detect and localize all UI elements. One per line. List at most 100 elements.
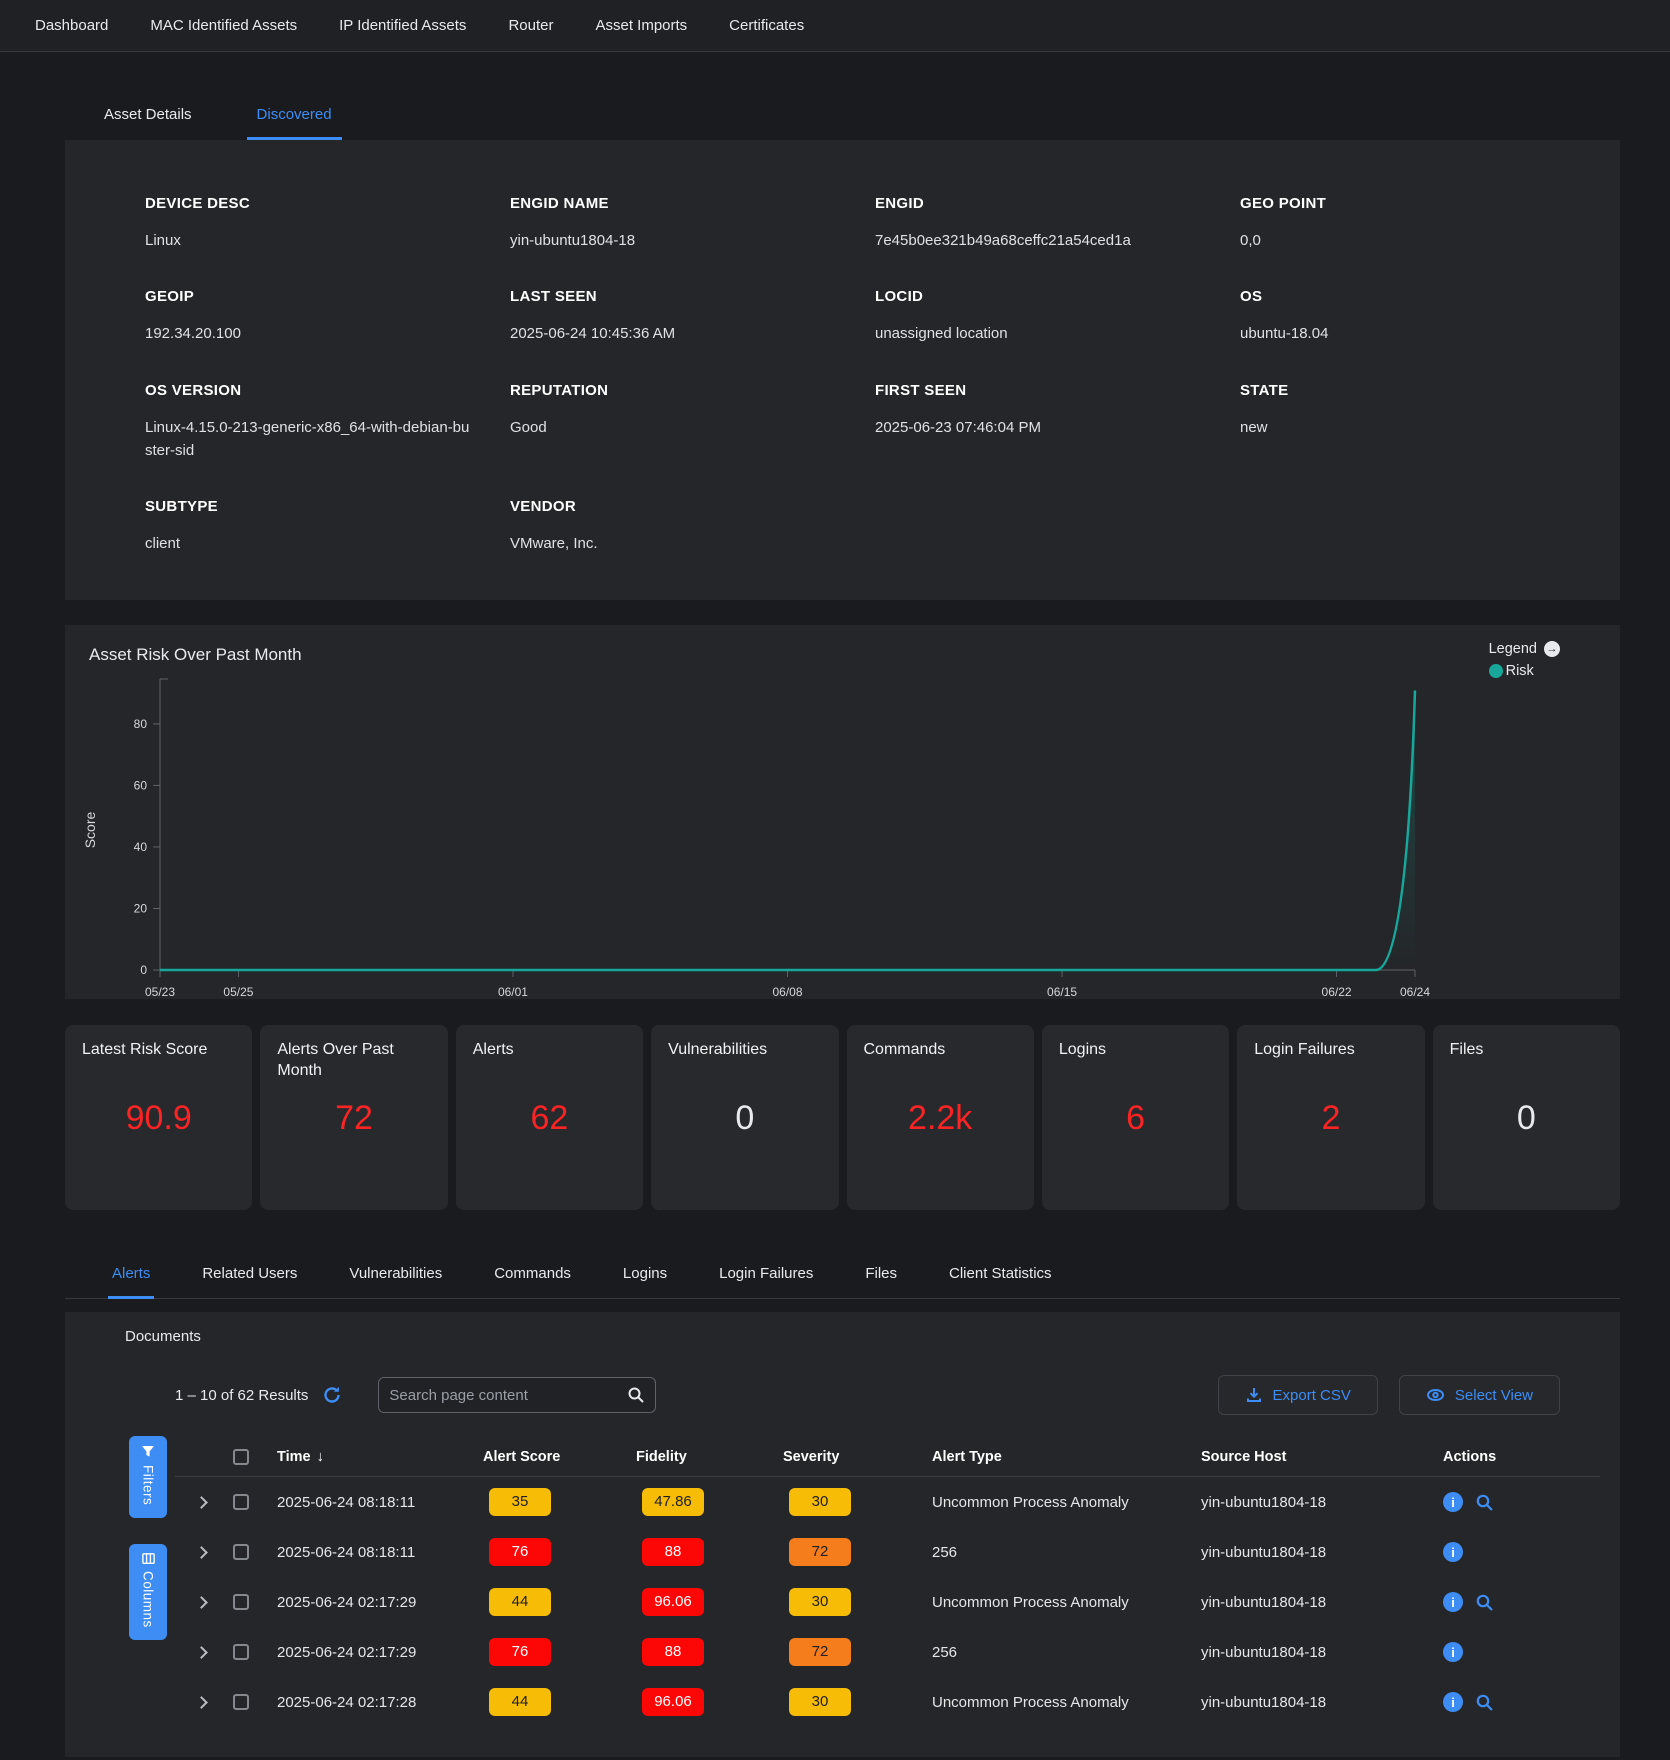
row-expand-chevron[interactable]: [195, 1695, 208, 1709]
svg-text:40: 40: [134, 840, 148, 854]
export-csv-button[interactable]: Export CSV: [1217, 1375, 1378, 1416]
header-alert-type[interactable]: Alert Type: [932, 1448, 1002, 1465]
nav-item[interactable]: Certificates: [729, 17, 805, 34]
field-value: ubuntu-18.04: [1240, 325, 1329, 343]
cell-alert-type: 256: [932, 1543, 958, 1561]
info-icon[interactable]: [1443, 1592, 1463, 1613]
stat-card-value: 2: [1321, 1099, 1341, 1138]
documents-panel: Documents 1 – 10 of 62 Results Export CS…: [65, 1312, 1620, 1758]
row-search-icon[interactable]: [1475, 1693, 1494, 1712]
row-search-icon[interactable]: [1475, 1593, 1494, 1612]
cell-alert-score: 44: [483, 1588, 636, 1617]
row-checkbox[interactable]: [233, 1544, 249, 1561]
refresh-icon[interactable]: [322, 1385, 342, 1405]
cell-alert-score: 76: [483, 1638, 636, 1667]
field-label: OS: [1240, 288, 1263, 306]
section-tab[interactable]: Login Failures: [719, 1265, 814, 1283]
legend-toggle[interactable]: Legend: [1488, 641, 1560, 658]
stat-card-value: 90.9: [125, 1099, 192, 1138]
header-severity[interactable]: Severity: [783, 1448, 840, 1465]
cell-fidelity: 96.06: [636, 1688, 783, 1717]
field-label: STATE: [1240, 381, 1289, 399]
asset-field: OS ubuntu-18.04: [1240, 288, 1575, 345]
select-view-button[interactable]: Select View: [1398, 1375, 1560, 1416]
row-expand-chevron[interactable]: [195, 1545, 208, 1559]
legend-item-risk[interactable]: Risk: [1488, 663, 1560, 679]
cell-actions: [1443, 1542, 1600, 1563]
svg-text:Score: Score: [82, 812, 98, 849]
cell-time: 2025-06-24 08:18:11: [277, 1493, 416, 1511]
field-value: Linux-4.15.0-213-generic-x86_64-with-deb…: [145, 418, 470, 459]
nav-item[interactable]: IP Identified Assets: [339, 17, 467, 34]
alert-score-badge: 44: [489, 1688, 551, 1717]
section-tab[interactable]: Vulnerabilities: [349, 1265, 443, 1283]
section-tab[interactable]: Related Users: [202, 1265, 298, 1283]
field-value: VMware, Inc.: [510, 535, 598, 552]
info-icon[interactable]: [1443, 1492, 1463, 1513]
search-icon[interactable]: [627, 1386, 645, 1404]
table-side-buttons: Filters Columns: [129, 1436, 167, 1641]
row-checkbox[interactable]: [233, 1594, 249, 1611]
legend-title: Legend: [1488, 641, 1537, 658]
nav-item[interactable]: Dashboard: [35, 17, 109, 34]
filters-button[interactable]: Filters: [129, 1436, 167, 1519]
search-input[interactable]: [389, 1386, 628, 1404]
info-icon[interactable]: [1443, 1692, 1463, 1713]
field-label: ENGID: [875, 195, 925, 212]
svg-text:0: 0: [140, 963, 147, 977]
stat-card-value: 0: [1516, 1099, 1536, 1138]
cell-source-host: yin-ubuntu1804-18: [1201, 1543, 1327, 1561]
cell-actions: [1443, 1592, 1600, 1613]
subtab[interactable]: Discovered: [246, 106, 342, 140]
cell-time: 2025-06-24 02:17:29: [277, 1593, 417, 1611]
page-search: [378, 1377, 657, 1414]
field-value: 2025-06-23 07:46:04 PM: [875, 418, 1041, 436]
section-tab[interactable]: Logins: [622, 1265, 668, 1283]
field-label: DEVICE DESC: [145, 195, 250, 212]
field-label: LAST SEEN: [510, 288, 597, 306]
info-icon[interactable]: [1443, 1642, 1463, 1663]
nav-item[interactable]: MAC Identified Assets: [150, 17, 298, 34]
table-row: 2025-06-24 02:17:28 44 96.06 30 Uncommon…: [175, 1677, 1600, 1727]
header-fidelity[interactable]: Fidelity: [636, 1448, 687, 1465]
field-label: FIRST SEEN: [875, 381, 967, 399]
select-all-checkbox[interactable]: [233, 1448, 249, 1465]
cell-alert-type: Uncommon Process Anomaly: [932, 1493, 1129, 1511]
table-row: 2025-06-24 02:17:29 76 88 72 256 yin-ubu…: [175, 1627, 1600, 1677]
svg-text:60: 60: [134, 779, 148, 793]
section-tab[interactable]: Files: [865, 1265, 898, 1283]
severity-badge: 30: [789, 1588, 851, 1617]
header-source-host[interactable]: Source Host: [1201, 1448, 1287, 1465]
fidelity-badge: 96.06: [642, 1588, 704, 1617]
stat-card-label: Commands: [863, 1041, 946, 1059]
row-checkbox[interactable]: [233, 1494, 249, 1511]
section-tab[interactable]: Client Statistics: [949, 1265, 1052, 1283]
header-time[interactable]: Time: [277, 1449, 483, 1465]
cell-actions: [1443, 1492, 1600, 1513]
nav-item[interactable]: Router: [508, 17, 554, 34]
asset-field: SUBTYPE client: [145, 498, 480, 555]
section-tab[interactable]: Alerts: [108, 1255, 155, 1300]
subtab[interactable]: Asset Details: [104, 106, 192, 123]
row-checkbox[interactable]: [233, 1694, 249, 1711]
row-expand-chevron[interactable]: [195, 1495, 208, 1509]
nav-item[interactable]: Asset Imports: [595, 17, 688, 34]
row-search-icon[interactable]: [1475, 1493, 1494, 1512]
section-tabs: Alerts Related Users Vulnerabilities Com…: [65, 1255, 1620, 1300]
table-header-row: Time Alert Score Fidelity Severity Alert…: [175, 1437, 1600, 1478]
risk-series-dot-icon: [1488, 664, 1503, 679]
info-icon[interactable]: [1443, 1542, 1463, 1563]
columns-button[interactable]: Columns: [129, 1544, 167, 1641]
cell-actions: [1443, 1692, 1600, 1713]
row-checkbox[interactable]: [233, 1644, 249, 1661]
row-expand-chevron[interactable]: [195, 1595, 208, 1609]
table-row: 2025-06-24 02:17:29 44 96.06 30 Uncommon…: [175, 1577, 1600, 1627]
header-alert-score[interactable]: Alert Score: [483, 1448, 561, 1465]
row-expand-chevron[interactable]: [195, 1645, 208, 1659]
columns-icon: [141, 1553, 155, 1565]
section-tab[interactable]: Commands: [494, 1265, 571, 1283]
asset-field: VENDOR VMware, Inc.: [510, 498, 845, 555]
svg-text:20: 20: [134, 902, 148, 916]
field-label: GEO POINT: [1240, 195, 1327, 212]
fidelity-badge: 88: [642, 1538, 704, 1567]
